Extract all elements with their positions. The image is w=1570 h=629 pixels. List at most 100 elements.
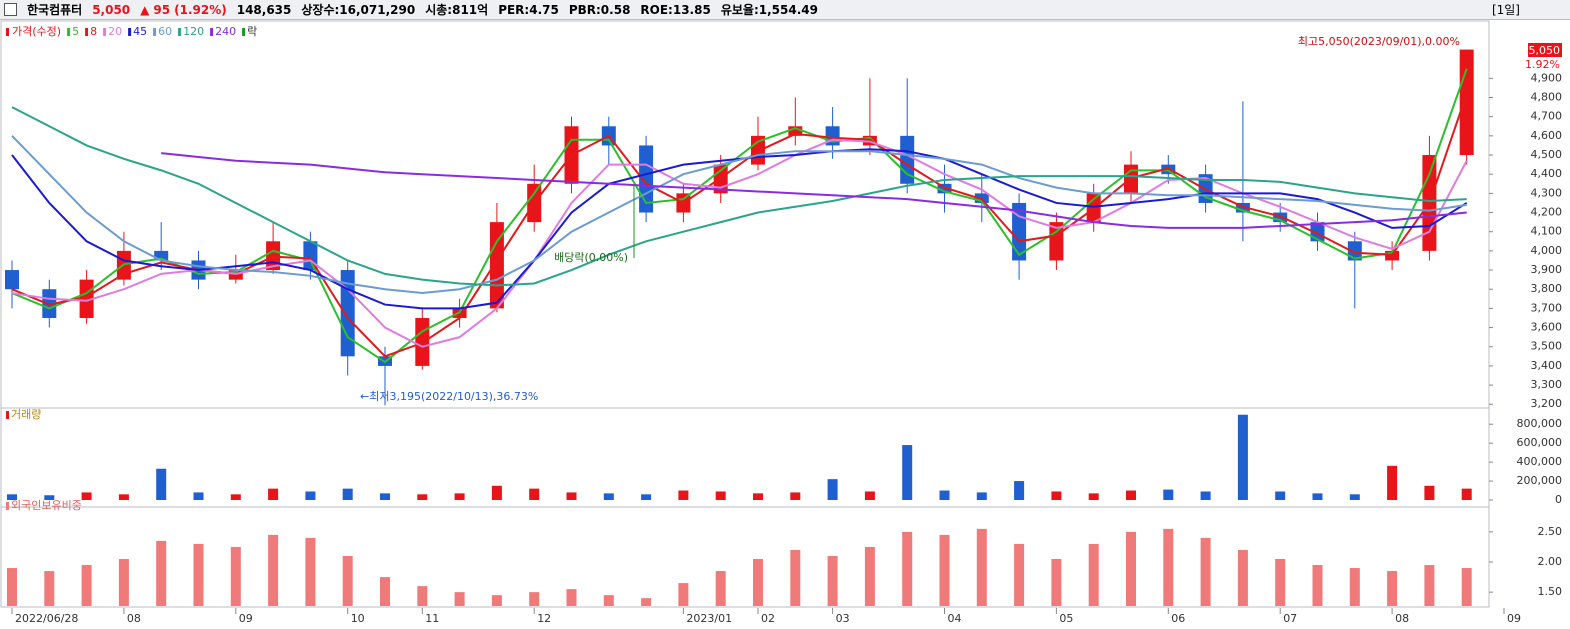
candle-body: [788, 126, 803, 136]
foreign-frame: [0, 506, 1490, 608]
change-tag: 1.92%: [1525, 58, 1560, 71]
panel-swatch: [6, 411, 9, 419]
bar: [1237, 414, 1248, 500]
bar: [1387, 571, 1398, 606]
y-tick-label: 4,700: [1531, 110, 1563, 123]
bar: [193, 543, 204, 606]
reserve: 유보율:1,554.49: [720, 3, 818, 17]
y-tick-label: 4,800: [1531, 91, 1563, 104]
bar: [939, 490, 950, 500]
bar: [1051, 558, 1062, 606]
y-tick-label: 200,000: [1517, 474, 1563, 487]
high-annotation: 최고5,050(2023/09/01),0.00%: [1298, 35, 1460, 48]
bar: [1461, 488, 1472, 500]
bar: [790, 492, 801, 500]
bar: [1237, 549, 1248, 606]
checkbox[interactable]: [4, 3, 17, 16]
price: 5,050: [92, 2, 131, 17]
y-tick-label: 3,600: [1531, 321, 1563, 334]
x-tick-label: 10: [351, 612, 365, 625]
chart: 3,200 3,300 3,400 3,500 3,600 3,700 3,800 3,900…: [0, 20, 1563, 625]
x-tick-label: 03: [836, 612, 850, 625]
y-tick-label: 3,700: [1531, 301, 1563, 314]
bar: [1088, 493, 1099, 500]
ma-line: [11, 148, 1468, 310]
legend-swatch: [67, 28, 71, 36]
header-bar: 한국컴퓨터 5,050 ▲ 95 (1.92%) 148,635 상장수:16,…: [0, 0, 1570, 20]
bar: [529, 488, 540, 500]
bar: [1200, 491, 1211, 500]
bar: [491, 485, 502, 500]
bar: [230, 494, 241, 500]
x-tick-label: 04: [948, 612, 962, 625]
legend-entry: 240: [215, 25, 236, 38]
legend-swatch: [242, 28, 246, 36]
bar: [305, 537, 316, 606]
bar: [1349, 568, 1360, 606]
bar: [1126, 490, 1136, 500]
bar: [641, 494, 652, 500]
listed: 상장수:16,071,290: [301, 3, 416, 17]
bar: [976, 492, 987, 500]
y-tick-label: 3,200: [1531, 397, 1563, 410]
bar: [1200, 537, 1211, 606]
y-tick-label: 4,200: [1531, 206, 1563, 219]
price-tag-bg: [1528, 43, 1562, 57]
y-tick-label: 3,300: [1531, 378, 1563, 391]
bar: [715, 571, 726, 606]
bar: [1014, 543, 1025, 606]
bar: [1275, 491, 1286, 500]
y-tick-label: 4,300: [1531, 186, 1563, 199]
ma-line: [161, 152, 1467, 229]
x-tick-label: 09: [1507, 612, 1521, 625]
bar: [678, 490, 689, 500]
bar: [603, 493, 614, 500]
panel-title: 거래량: [11, 408, 41, 421]
price-frame: [0, 20, 1490, 409]
y-tick-label: 4,600: [1531, 129, 1563, 142]
bar: [44, 495, 55, 500]
y-tick-label: 3,900: [1531, 263, 1563, 276]
bar: [81, 565, 92, 606]
bar: [939, 534, 950, 606]
bar: [7, 494, 17, 500]
bar: [1163, 489, 1174, 500]
legend-entry: 락: [247, 25, 257, 38]
bar: [1275, 558, 1286, 606]
change: 95: [153, 2, 171, 17]
y-tick-label: 400,000: [1517, 455, 1563, 468]
x-tick-label: 08: [1395, 612, 1409, 625]
panel-title: 외국인보유비중: [11, 499, 82, 512]
bar: [1424, 565, 1435, 606]
x-tick-label: 02: [761, 612, 775, 625]
bar: [1163, 528, 1174, 606]
x-tick-label: 05: [1059, 612, 1073, 625]
bar: [380, 577, 390, 606]
ma-line: [11, 68, 1468, 364]
roe: ROE:13.85: [640, 2, 711, 17]
y-tick-label: 0: [1555, 493, 1562, 506]
candle-body: [154, 250, 169, 261]
candle-body: [1459, 49, 1474, 156]
bar: [753, 558, 763, 606]
period[interactable]: [1일]: [1491, 3, 1520, 17]
y-tick-label: 3,800: [1531, 282, 1563, 295]
y-tick-label: 4,100: [1531, 225, 1563, 238]
ma-line: [11, 93, 1468, 358]
legend-swatch: [210, 28, 214, 36]
bar: [1349, 494, 1360, 500]
bar: [118, 558, 129, 606]
y-tick-label: 4,400: [1531, 167, 1563, 180]
dividend-annotation: 배당락(0.00%): [554, 251, 628, 264]
ma-line: [11, 106, 1467, 287]
x-tick-label: 2022/06/28: [15, 612, 78, 625]
panel-swatch: [6, 502, 9, 510]
legend-entry: 45: [133, 25, 147, 38]
low-annotation: ←최저3,195(2022/10/13),36.73%: [360, 390, 538, 403]
legend-swatch: [85, 28, 89, 36]
bar: [827, 479, 838, 500]
bar: [902, 531, 913, 606]
y-tick-label: 4,500: [1531, 148, 1563, 161]
y-tick-label: 2.50: [1538, 525, 1563, 538]
